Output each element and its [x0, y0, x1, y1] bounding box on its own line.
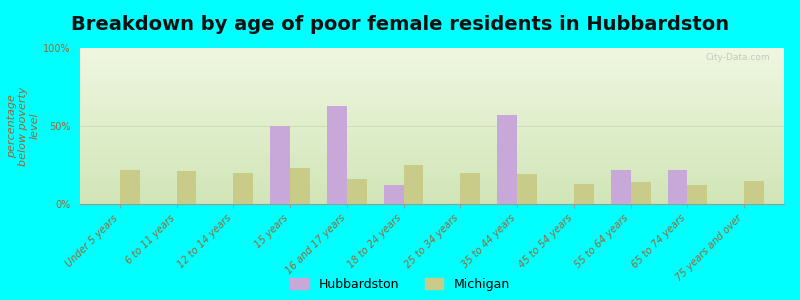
Text: Breakdown by age of poor female residents in Hubbardston: Breakdown by age of poor female resident… — [71, 15, 729, 34]
Bar — [177, 171, 196, 204]
Bar — [744, 181, 764, 204]
Y-axis label: percentage
below poverty
level: percentage below poverty level — [6, 86, 40, 166]
Bar — [404, 165, 423, 204]
Bar — [498, 115, 517, 204]
Bar — [687, 185, 707, 204]
Bar — [384, 185, 404, 204]
Bar — [234, 173, 253, 204]
Text: City-Data.com: City-Data.com — [706, 53, 770, 62]
Legend: Hubbardston, Michigan: Hubbardston, Michigan — [290, 278, 510, 291]
Bar — [460, 173, 480, 204]
Bar — [574, 184, 594, 204]
Bar — [290, 168, 310, 204]
Bar — [517, 174, 537, 204]
Bar — [668, 170, 687, 204]
Bar — [347, 179, 366, 204]
Bar — [611, 170, 630, 204]
Bar — [270, 126, 290, 204]
Bar — [327, 106, 347, 204]
Bar — [120, 170, 140, 204]
Bar — [630, 182, 650, 204]
